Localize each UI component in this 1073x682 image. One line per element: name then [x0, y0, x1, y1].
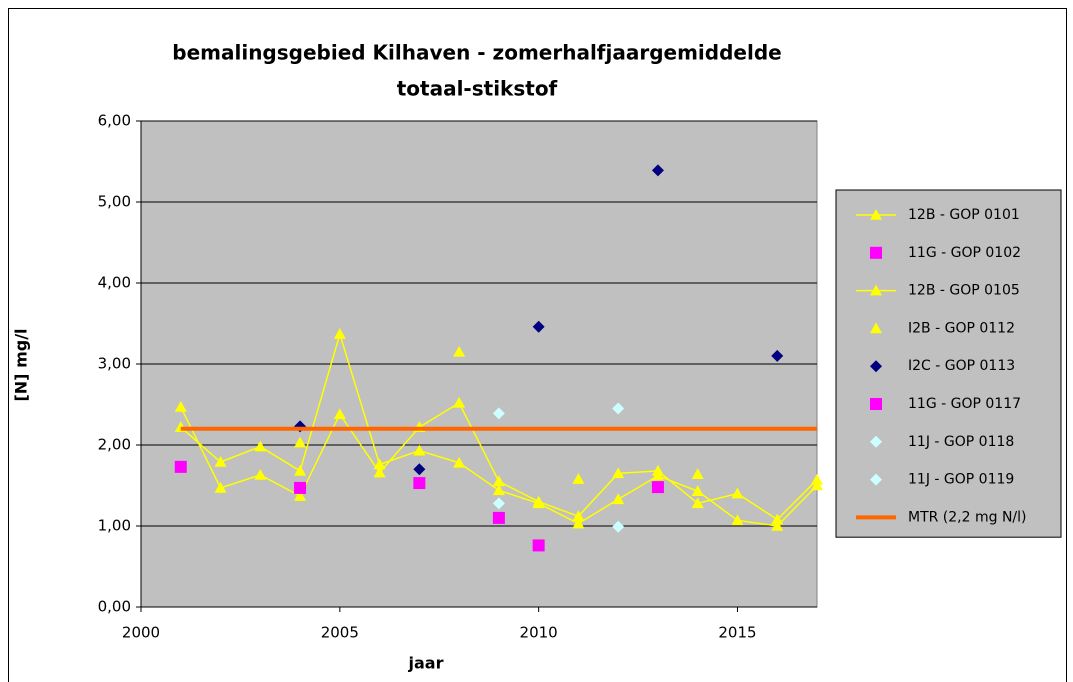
marker	[532, 539, 545, 552]
x-tick-label: 2005	[321, 624, 359, 642]
marker	[532, 497, 545, 509]
legend-label: 11J - GOP 0119	[908, 472, 1014, 488]
marker	[612, 520, 625, 533]
marker	[651, 481, 664, 494]
marker	[612, 493, 625, 505]
marker	[174, 400, 187, 412]
marker	[492, 475, 505, 487]
marker	[612, 467, 625, 479]
x-tick-label: 2010	[520, 624, 558, 642]
marker	[453, 396, 466, 408]
y-tick-label: 1,00	[98, 517, 131, 535]
marker	[254, 440, 267, 452]
legend-label: 11G - GOP 0117	[908, 396, 1021, 412]
y-tick-label: 6,00	[98, 112, 131, 130]
y-tick-label: 5,00	[98, 193, 131, 211]
marker	[731, 514, 744, 526]
marker	[214, 481, 227, 493]
marker	[691, 485, 704, 496]
x-axis-title: jaar	[408, 654, 444, 673]
marker	[771, 520, 784, 531]
y-tick-label: 4,00	[98, 274, 131, 292]
legend-label: 11G - GOP 0102	[908, 245, 1021, 261]
marker	[453, 345, 466, 357]
legend-marker	[870, 398, 882, 410]
chart-subtitle: totaal-stikstof	[397, 77, 558, 101]
marker	[373, 458, 386, 470]
marker	[174, 460, 187, 473]
legend-marker	[870, 284, 882, 296]
marker	[294, 436, 307, 448]
legend-marker	[870, 473, 882, 486]
marker	[651, 469, 664, 481]
marker	[811, 473, 823, 485]
y-axis-title: [N] mg/l	[12, 328, 31, 401]
marker	[532, 320, 545, 333]
marker	[771, 349, 784, 362]
legend-marker	[870, 209, 882, 220]
x-tick-label: 2000	[122, 624, 160, 642]
marker	[492, 497, 505, 510]
marker	[731, 487, 744, 499]
legend-label: I2B - GOP 0112	[908, 320, 1015, 336]
marker	[413, 477, 426, 490]
marker	[492, 511, 505, 524]
legend-label: MTR (2,2 mg N/l)	[908, 509, 1027, 525]
legend-label: 12B - GOP 0101	[908, 207, 1020, 223]
marker	[333, 328, 346, 339]
marker	[811, 479, 823, 491]
marker	[413, 463, 426, 476]
legend-label: 12B - GOP 0105	[908, 283, 1020, 299]
marker	[413, 444, 426, 456]
marker	[373, 466, 386, 478]
marker	[254, 468, 267, 480]
marker	[294, 490, 307, 501]
y-tick-label: 3,00	[98, 355, 131, 373]
x-tick-label: 2015	[718, 624, 756, 642]
marker	[691, 468, 704, 479]
y-tick-label: 0,00	[98, 598, 131, 616]
marker	[572, 473, 585, 484]
marker	[691, 497, 704, 509]
marker	[612, 402, 625, 415]
marker	[492, 484, 505, 496]
marker	[214, 456, 227, 467]
marker	[492, 407, 505, 420]
marker	[294, 481, 307, 494]
legend-marker	[870, 435, 882, 448]
marker	[651, 164, 664, 177]
legend-label: 11J - GOP 0118	[908, 434, 1014, 450]
legend-label: I2C - GOP 0113	[908, 358, 1015, 374]
y-tick-label: 2,00	[98, 436, 131, 454]
legend-marker	[870, 246, 882, 259]
marker	[294, 464, 307, 476]
marker	[333, 408, 346, 420]
marker	[572, 517, 585, 529]
chart-title: bemalingsgebied Kilhaven - zomerhalfjaar…	[172, 41, 781, 65]
marker	[572, 510, 585, 522]
legend-marker	[870, 322, 882, 334]
marker	[453, 456, 466, 468]
legend-marker	[870, 360, 882, 373]
marker	[771, 513, 784, 525]
